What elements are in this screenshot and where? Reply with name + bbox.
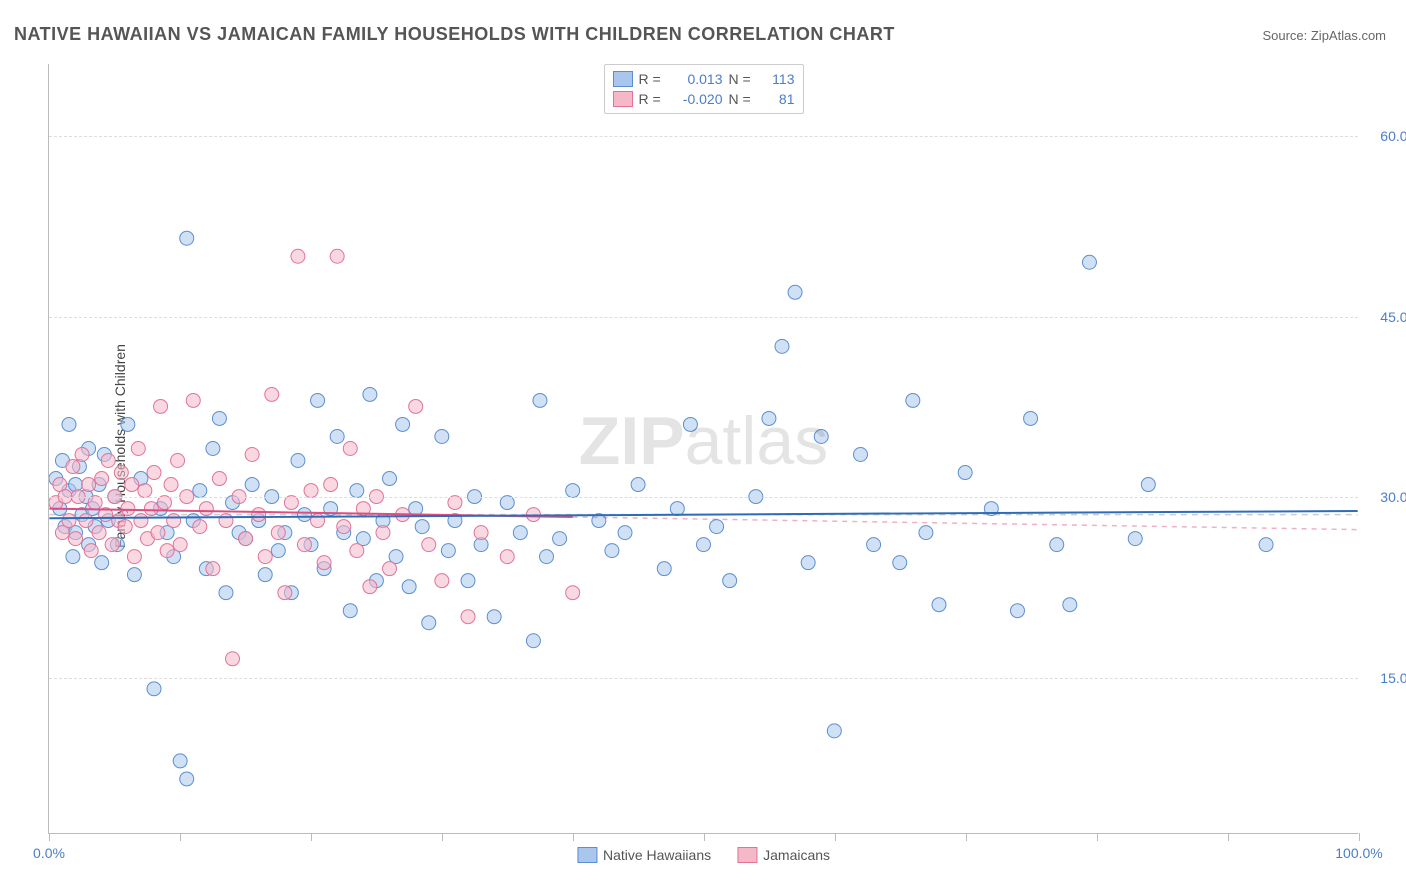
y-tick-label: 30.0%	[1380, 489, 1406, 505]
x-tick	[1097, 833, 1098, 841]
stat-label: N =	[729, 71, 757, 87]
x-tick-label: 0.0%	[33, 845, 65, 861]
gridline	[49, 497, 1358, 498]
y-tick-label: 15.0%	[1380, 670, 1406, 686]
legend-item: Jamaicans	[737, 847, 830, 863]
legend-label: Jamaicans	[763, 847, 830, 863]
stat-label: R =	[639, 91, 667, 107]
x-tick	[1359, 833, 1360, 841]
source-label: Source: ZipAtlas.com	[1262, 28, 1386, 43]
x-tick	[704, 833, 705, 841]
x-tick-label: 100.0%	[1335, 845, 1382, 861]
chart-area: ZIPatlas R = 0.013 N = 113 R = -0.020 N …	[48, 64, 1358, 834]
scatter-plot	[49, 64, 1358, 833]
stat-n-value: 81	[763, 91, 795, 107]
x-tick	[835, 833, 836, 841]
legend-swatch	[613, 71, 633, 87]
x-tick	[311, 833, 312, 841]
stat-r-value: 0.013	[673, 71, 723, 87]
legend-swatch	[577, 847, 597, 863]
bottom-legend: Native Hawaiians Jamaicans	[577, 847, 830, 863]
stat-label: R =	[639, 71, 667, 87]
stat-n-value: 113	[763, 71, 795, 87]
x-tick	[180, 833, 181, 841]
stat-label: N =	[729, 91, 757, 107]
y-tick-label: 45.0%	[1380, 309, 1406, 325]
legend-label: Native Hawaiians	[603, 847, 711, 863]
x-tick	[1228, 833, 1229, 841]
x-tick	[966, 833, 967, 841]
x-tick	[573, 833, 574, 841]
gridline	[49, 678, 1358, 679]
y-tick-label: 60.0%	[1380, 128, 1406, 144]
legend-item: Native Hawaiians	[577, 847, 711, 863]
legend-swatch	[613, 91, 633, 107]
x-tick	[442, 833, 443, 841]
stats-row: R = -0.020 N = 81	[613, 89, 795, 109]
stat-r-value: -0.020	[673, 91, 723, 107]
gridline	[49, 317, 1358, 318]
stats-row: R = 0.013 N = 113	[613, 69, 795, 89]
legend-swatch	[737, 847, 757, 863]
stats-legend-box: R = 0.013 N = 113 R = -0.020 N = 81	[604, 64, 804, 114]
chart-title: NATIVE HAWAIIAN VS JAMAICAN FAMILY HOUSE…	[14, 24, 895, 45]
x-tick	[49, 833, 50, 841]
gridline	[49, 136, 1358, 137]
